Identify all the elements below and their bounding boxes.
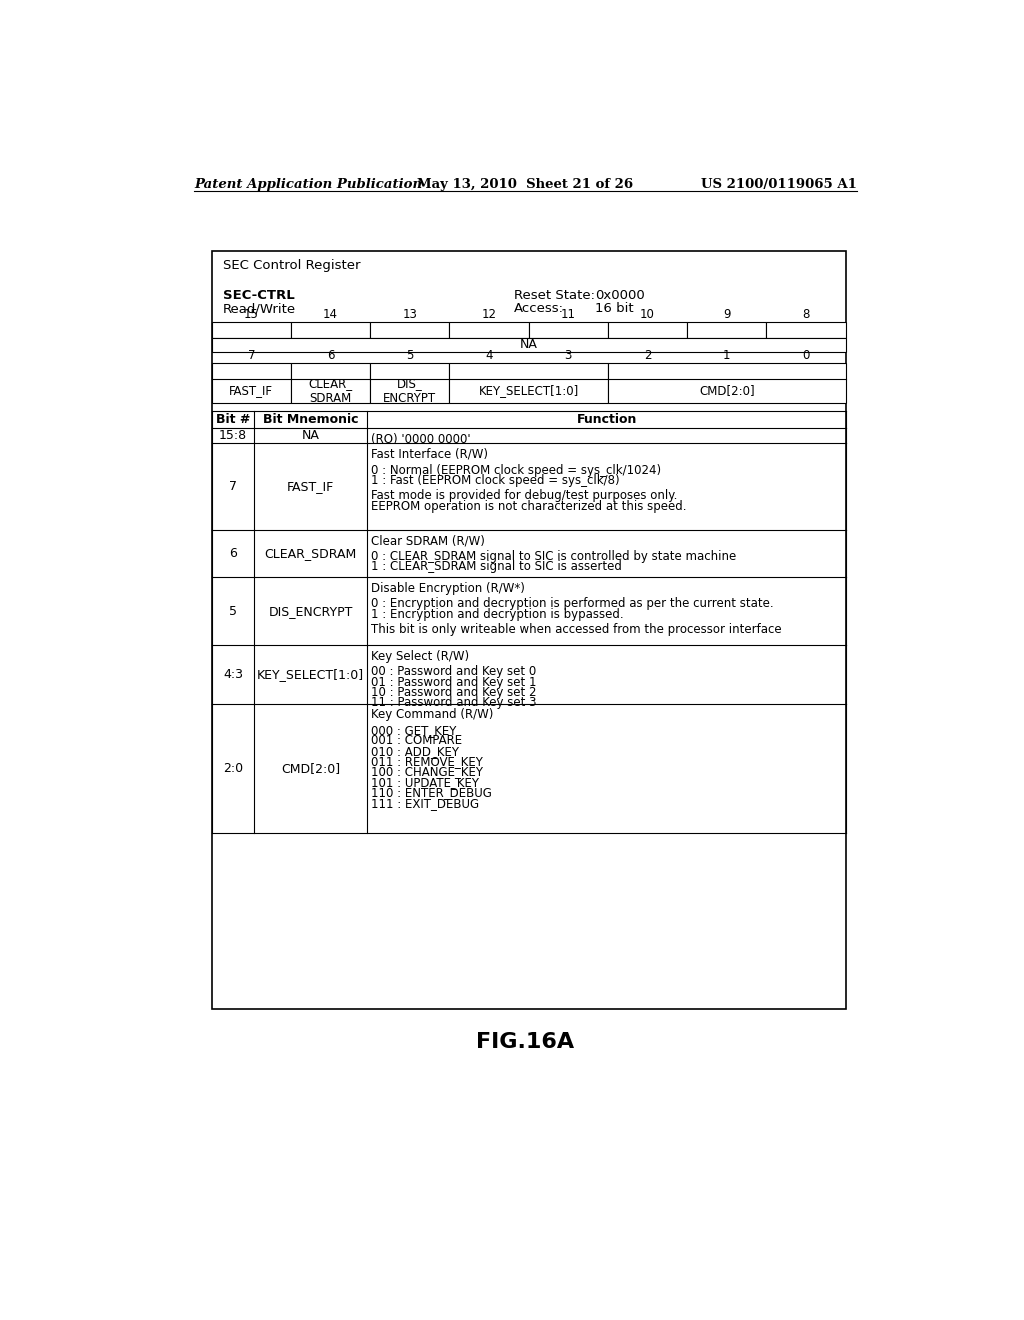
Text: 11: 11 (561, 308, 575, 321)
Text: CMD[2:0]: CMD[2:0] (699, 384, 755, 397)
Bar (608, 363, 846, 404)
Text: 3: 3 (564, 348, 572, 362)
Text: 01 : Password and Key set 1: 01 : Password and Key set 1 (372, 676, 537, 689)
Text: 101 : UPDATE_KEY: 101 : UPDATE_KEY (372, 776, 479, 789)
Text: 10 : Password and Key set 2: 10 : Password and Key set 2 (372, 686, 537, 700)
Text: May 13, 2010  Sheet 21 of 26: May 13, 2010 Sheet 21 of 26 (417, 178, 633, 190)
Text: 7: 7 (229, 480, 237, 492)
Bar (371, 322, 450, 338)
Text: Function: Function (577, 413, 637, 426)
Text: 111 : EXIT_DEBUG: 111 : EXIT_DEBUG (372, 796, 479, 809)
Text: 000 : GET_KEY: 000 : GET_KEY (372, 723, 457, 737)
Text: CLEAR_
SDRAM: CLEAR_ SDRAM (308, 378, 352, 405)
Text: 11 : Password and Key set 3: 11 : Password and Key set 3 (372, 697, 537, 709)
Text: EEPROM operation is not characterized at this speed.: EEPROM operation is not characterized at… (372, 500, 687, 513)
Text: 5: 5 (407, 348, 414, 362)
Text: DIS_
ENCRYPT: DIS_ ENCRYPT (383, 378, 436, 405)
Bar (687, 322, 766, 338)
Text: 10: 10 (640, 308, 655, 321)
Text: Patent Application Publication: Patent Application Publication (194, 178, 422, 190)
Text: FAST_IF: FAST_IF (229, 384, 273, 397)
Text: 6: 6 (229, 546, 237, 560)
Text: 0 : Normal (EEPROM clock speed = sys_clk/1024): 0 : Normal (EEPROM clock speed = sys_clk… (372, 463, 662, 477)
Text: CLEAR_SDRAM: CLEAR_SDRAM (264, 546, 356, 560)
Text: 001 : COMPARE: 001 : COMPARE (372, 734, 463, 747)
Text: KEY_SELECT[1:0]: KEY_SELECT[1:0] (478, 384, 579, 397)
Text: 6: 6 (327, 348, 334, 362)
Text: 0x0000: 0x0000 (595, 289, 645, 302)
Bar (528, 322, 608, 338)
Bar (212, 363, 291, 404)
Text: 010 : ADD_KEY: 010 : ADD_KEY (372, 744, 460, 758)
Text: 2: 2 (644, 348, 651, 362)
Bar (212, 251, 846, 1010)
Text: 0 : Encryption and decryption is performed as per the current state.: 0 : Encryption and decryption is perform… (372, 598, 774, 610)
Text: 5: 5 (229, 605, 237, 618)
Text: 011 : REMOVE_KEY: 011 : REMOVE_KEY (372, 755, 483, 768)
Text: Disable Encryption (R/W*): Disable Encryption (R/W*) (372, 582, 525, 595)
Text: (RO) '0000 0000': (RO) '0000 0000' (372, 433, 471, 446)
Text: 12: 12 (481, 308, 497, 321)
Text: KEY_SELECT[1:0]: KEY_SELECT[1:0] (257, 668, 365, 681)
Text: Read/Write: Read/Write (222, 302, 296, 315)
Bar (291, 322, 371, 338)
Text: 15: 15 (244, 308, 259, 321)
Text: SEC-CTRL: SEC-CTRL (222, 289, 294, 302)
Text: Key Select (R/W): Key Select (R/W) (372, 649, 469, 663)
Bar (291, 363, 371, 404)
Text: 4:3: 4:3 (223, 668, 243, 681)
Text: 1 : Fast (EEPROM clock speed = sys_clk/8): 1 : Fast (EEPROM clock speed = sys_clk/8… (372, 474, 620, 487)
Bar (766, 322, 846, 338)
Bar (371, 363, 450, 404)
Text: FIG.16A: FIG.16A (476, 1032, 573, 1052)
Text: 1: 1 (723, 348, 730, 362)
Text: 0 : CLEAR_SDRAM signal to SIC is controlled by state machine: 0 : CLEAR_SDRAM signal to SIC is control… (372, 549, 736, 562)
Text: 00 : Password and Key set 0: 00 : Password and Key set 0 (372, 665, 537, 678)
Text: CMD[2:0]: CMD[2:0] (281, 762, 340, 775)
Text: Key Command (R/W): Key Command (R/W) (372, 708, 494, 721)
Bar (212, 322, 291, 338)
Text: Fast mode is provided for debug/test purposes only.: Fast mode is provided for debug/test pur… (372, 490, 678, 503)
Bar (212, 338, 846, 351)
Text: Reset State:: Reset State: (514, 289, 595, 302)
Text: 7: 7 (248, 348, 255, 362)
Text: Fast Interface (R/W): Fast Interface (R/W) (372, 447, 488, 461)
Text: 9: 9 (723, 308, 730, 321)
Text: Access:: Access: (514, 302, 564, 315)
Text: Clear SDRAM (R/W): Clear SDRAM (R/W) (372, 535, 485, 548)
Text: Bit Mnemonic: Bit Mnemonic (263, 413, 358, 426)
Text: 16 bit: 16 bit (595, 302, 634, 315)
Bar (608, 322, 687, 338)
Text: NA: NA (520, 338, 538, 351)
Text: 100 : CHANGE_KEY: 100 : CHANGE_KEY (372, 766, 483, 779)
Text: 2:0: 2:0 (223, 762, 243, 775)
Text: 15:8: 15:8 (219, 429, 247, 442)
Text: 14: 14 (323, 308, 338, 321)
Text: NA: NA (302, 429, 319, 442)
Text: This bit is only writeable when accessed from the processor interface: This bit is only writeable when accessed… (372, 623, 782, 636)
Text: 4: 4 (485, 348, 493, 362)
Text: 1 : Encryption and decryption is bypassed.: 1 : Encryption and decryption is bypasse… (372, 609, 624, 620)
Text: 8: 8 (803, 308, 810, 321)
Bar (450, 363, 608, 404)
Bar (450, 322, 528, 338)
Text: 13: 13 (402, 308, 417, 321)
Text: 0: 0 (803, 348, 810, 362)
Text: FAST_IF: FAST_IF (287, 480, 334, 492)
Text: US 2100/0119065 A1: US 2100/0119065 A1 (700, 178, 856, 190)
Text: 1 : CLEAR_SDRAM signal to SIC is asserted: 1 : CLEAR_SDRAM signal to SIC is asserte… (372, 560, 623, 573)
Text: 110 : ENTER_DEBUG: 110 : ENTER_DEBUG (372, 787, 493, 799)
Text: Bit #: Bit # (216, 413, 250, 426)
Text: SEC Control Register: SEC Control Register (222, 259, 360, 272)
Text: DIS_ENCRYPT: DIS_ENCRYPT (268, 605, 352, 618)
